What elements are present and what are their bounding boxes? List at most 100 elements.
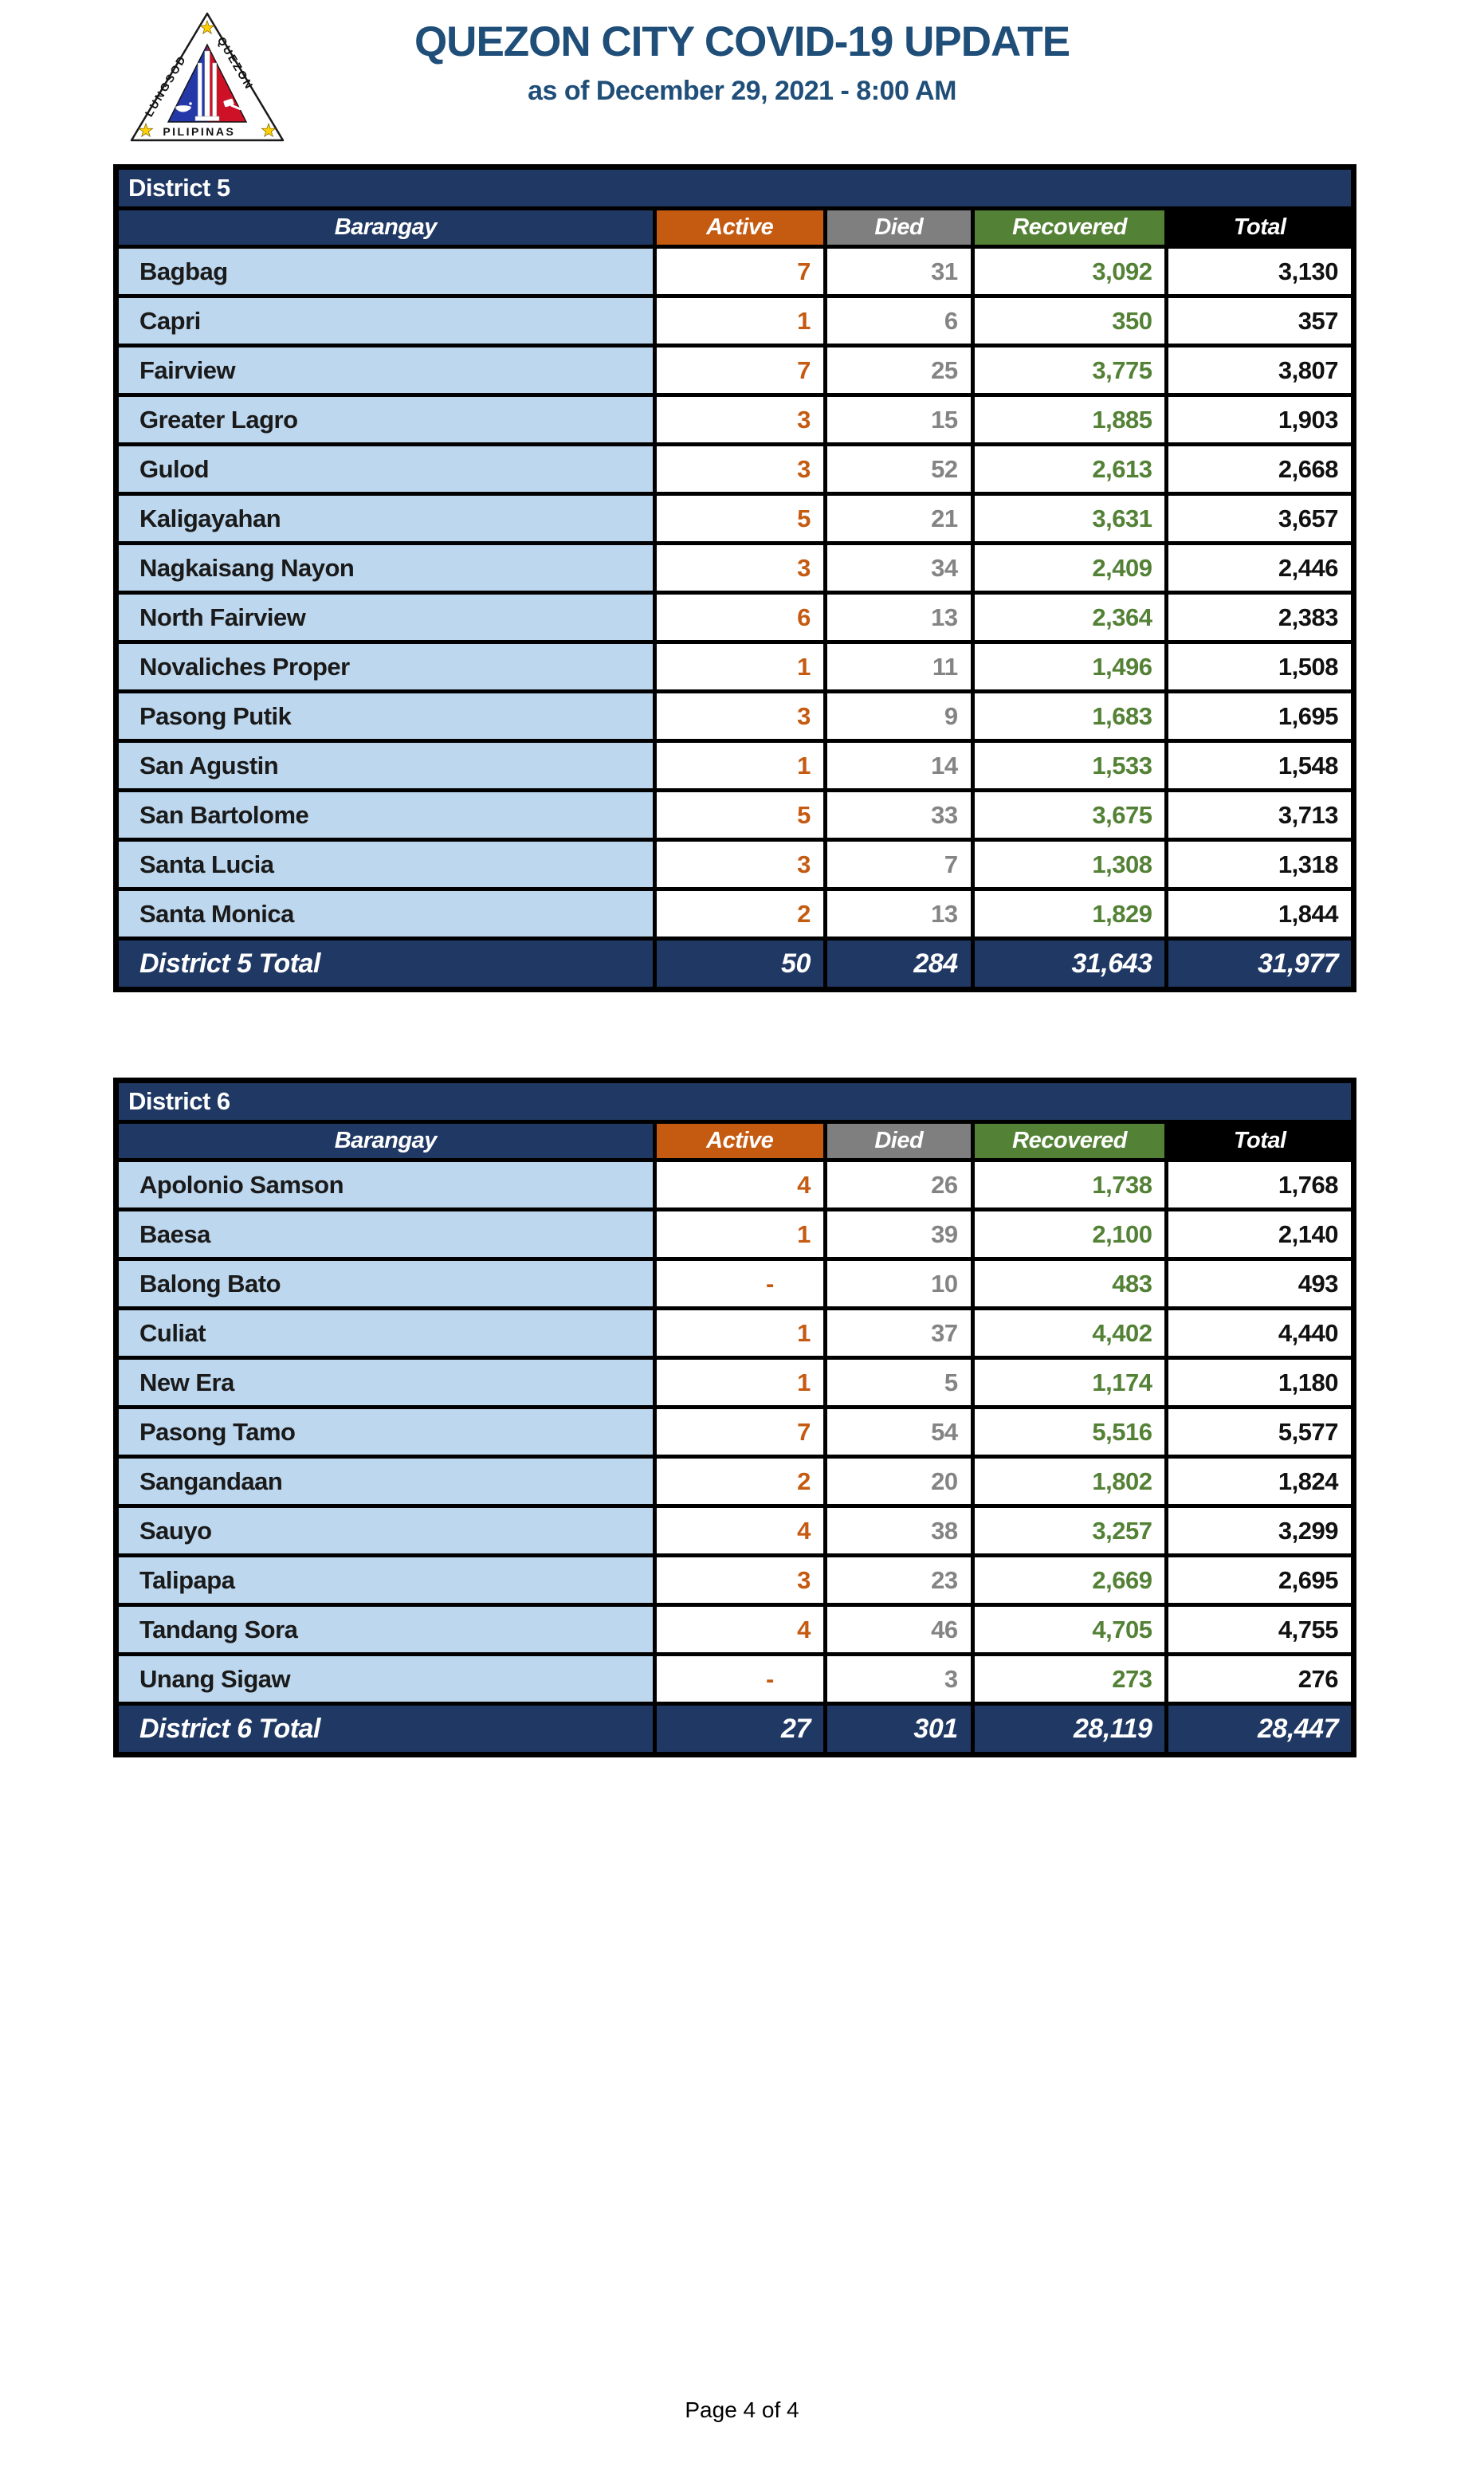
- recovered-value-cell: 1,829: [970, 887, 1169, 940]
- seal-text-pilipinas: PILIPINAS: [163, 125, 235, 138]
- total-value-cell: 2,695: [1164, 1553, 1356, 1607]
- table-row: Baesa 1 39 2,100 2,140: [114, 1207, 1356, 1261]
- column-header-row: Barangay Active Died Recovered Total: [114, 1120, 1356, 1162]
- recovered-value-cell: 1,496: [970, 640, 1169, 693]
- recovered-value-cell: 483: [970, 1257, 1169, 1310]
- column-header-row: Barangay Active Died Recovered Total: [114, 206, 1356, 249]
- active-value-cell: 4: [652, 1504, 827, 1557]
- active-value-cell: 1: [652, 640, 827, 693]
- table-row: Tandang Sora 4 46 4,705 4,755: [114, 1603, 1356, 1656]
- total-value-cell: 2,383: [1164, 591, 1356, 644]
- barangay-name-cell: Fairview: [114, 344, 657, 397]
- barangay-name-cell: Capri: [114, 294, 657, 348]
- total-value-cell: 3,130: [1164, 245, 1356, 298]
- barangay-name-cell: Talipapa: [114, 1553, 657, 1607]
- table-row: Gulod 3 52 2,613 2,668: [114, 442, 1356, 496]
- barangay-name-cell: Unang Sigaw: [114, 1652, 657, 1706]
- active-value-cell: 7: [652, 344, 827, 397]
- gavel-icon: [223, 98, 241, 111]
- barangay-name-cell: Pasong Putik: [114, 689, 657, 743]
- barangay-name-cell: San Agustin: [114, 739, 657, 792]
- covid-table: District 6 Barangay Active Died Recovered Tot…: [113, 1078, 1356, 1757]
- died-value-cell: 6: [822, 294, 975, 348]
- page-subtitle: as of December 29, 2021 - 8:00 AM: [528, 76, 956, 106]
- active-value-cell: 2: [652, 1455, 827, 1508]
- total-value-cell: 4,755: [1164, 1603, 1356, 1656]
- table-row: Nagkaisang Nayon 3 34 2,409 2,446: [114, 541, 1356, 595]
- quezon-city-seal-logo: LUNGSOD QUEZON PILIPINAS: [130, 12, 285, 142]
- col-header-active: Active: [652, 206, 827, 249]
- recovered-value-cell: 4,402: [970, 1306, 1169, 1360]
- died-value-cell: 26: [822, 1158, 975, 1211]
- active-value-cell: 1: [652, 1207, 827, 1261]
- district-5-section: District 5 Barangay Active Died Recovered Tot…: [113, 164, 1356, 992]
- total-value-cell: 3,299: [1164, 1504, 1356, 1557]
- active-value-cell: 1: [652, 1306, 827, 1360]
- table-row: Culiat 1 37 4,402 4,440: [114, 1306, 1356, 1360]
- died-value-cell: 5: [822, 1356, 975, 1409]
- barangay-name-cell: Pasong Tamo: [114, 1405, 657, 1459]
- barangay-name-cell: Bagbag: [114, 245, 657, 298]
- col-header-active: Active: [652, 1120, 827, 1162]
- barangay-name-cell: Santa Lucia: [114, 838, 657, 891]
- recovered-value-cell: 2,669: [970, 1553, 1169, 1607]
- table-row: Talipapa 3 23 2,669 2,695: [114, 1553, 1356, 1607]
- table-row: Fairview 7 25 3,775 3,807: [114, 344, 1356, 397]
- table-row: Sauyo 4 38 3,257 3,299: [114, 1504, 1356, 1557]
- active-value-cell: 6: [652, 591, 827, 644]
- died-value-cell: 31: [822, 245, 975, 298]
- died-value-cell: 25: [822, 344, 975, 397]
- recovered-value-cell: 3,631: [970, 492, 1169, 545]
- recovered-value-cell: 1,174: [970, 1356, 1169, 1409]
- active-value-cell: 3: [652, 1553, 827, 1607]
- table-row: Apolonio Samson 4 26 1,738 1,768: [114, 1158, 1356, 1211]
- district-total-label: District 5 Total: [114, 937, 657, 992]
- page-title: QUEZON CITY COVID-19 UPDATE: [414, 18, 1070, 65]
- active-value-cell: 3: [652, 393, 827, 446]
- page-number: Page 4 of 4: [685, 2397, 799, 2422]
- active-value-cell: 5: [652, 788, 827, 842]
- active-value-cell: -: [652, 1257, 827, 1310]
- recovered-value-cell: 2,613: [970, 442, 1169, 496]
- total-value-cell: 3,657: [1164, 492, 1356, 545]
- active-value-cell: 2: [652, 887, 827, 940]
- total-value-cell: 1,180: [1164, 1356, 1356, 1409]
- recovered-value-cell: 2,409: [970, 541, 1169, 595]
- recovered-value-cell: 5,516: [970, 1405, 1169, 1459]
- recovered-value-cell: 3,775: [970, 344, 1169, 397]
- col-header-recovered: Recovered: [970, 1120, 1169, 1162]
- died-value-cell: 7: [822, 838, 975, 891]
- district-total-active: 27: [652, 1702, 827, 1757]
- active-value-cell: 3: [652, 689, 827, 743]
- died-value-cell: 3: [822, 1652, 975, 1706]
- recovered-value-cell: 350: [970, 294, 1169, 348]
- total-value-cell: 1,318: [1164, 838, 1356, 891]
- total-value-cell: 1,695: [1164, 689, 1356, 743]
- table-row: Santa Monica 2 13 1,829 1,844: [114, 887, 1356, 940]
- recovered-value-cell: 1,885: [970, 393, 1169, 446]
- active-value-cell: 1: [652, 1356, 827, 1409]
- died-value-cell: 13: [822, 887, 975, 940]
- barangay-name-cell: Tandang Sora: [114, 1603, 657, 1656]
- active-value-cell: -: [652, 1652, 827, 1706]
- table-row: Santa Lucia 3 7 1,308 1,318: [114, 838, 1356, 891]
- barangay-name-cell: San Bartolome: [114, 788, 657, 842]
- died-value-cell: 13: [822, 591, 975, 644]
- died-value-cell: 21: [822, 492, 975, 545]
- died-value-cell: 9: [822, 689, 975, 743]
- died-value-cell: 46: [822, 1603, 975, 1656]
- district-total-total: 28,447: [1164, 1702, 1356, 1757]
- barangay-name-cell: Nagkaisang Nayon: [114, 541, 657, 595]
- died-value-cell: 14: [822, 739, 975, 792]
- seal-stars: [138, 19, 277, 138]
- table-row: Novaliches Proper 1 11 1,496 1,508: [114, 640, 1356, 693]
- table-row: Greater Lagro 3 15 1,885 1,903: [114, 393, 1356, 446]
- died-value-cell: 15: [822, 393, 975, 446]
- district-total-recovered: 28,119: [970, 1702, 1169, 1757]
- col-header-recovered: Recovered: [970, 206, 1169, 249]
- col-header-total: Total: [1164, 1120, 1356, 1162]
- table-row: Unang Sigaw -3 273 276: [114, 1652, 1356, 1706]
- total-value-cell: 1,824: [1164, 1455, 1356, 1508]
- barangay-name-cell: Kaligayahan: [114, 492, 657, 545]
- covid-table: District 5 Barangay Active Died Recovered Tot…: [113, 164, 1356, 992]
